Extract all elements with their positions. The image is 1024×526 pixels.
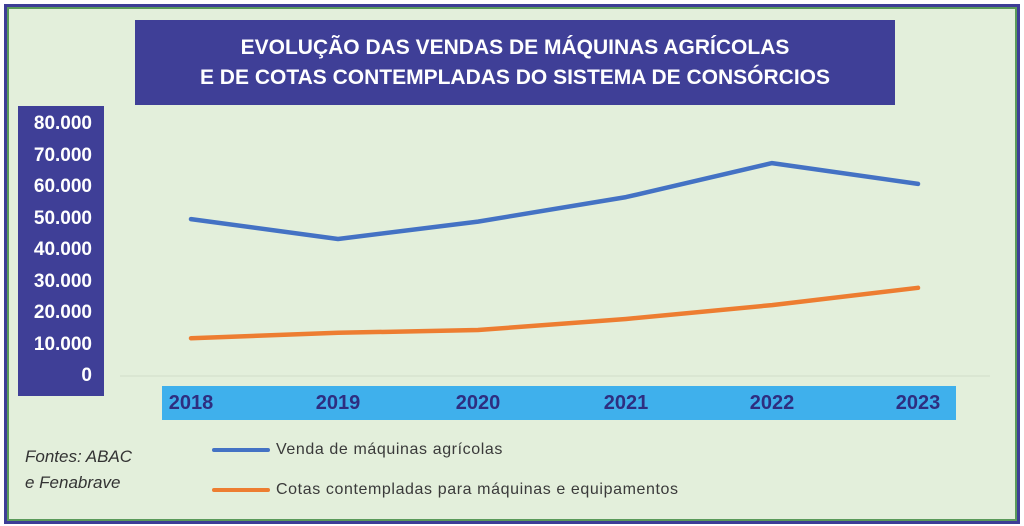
y-tick-label: 40.000 <box>33 239 92 260</box>
legend-item-quotas: Cotas contempladas para máquinas e equip… <box>212 481 679 499</box>
y-tick-label: 70.000 <box>33 144 92 166</box>
source-note: Fontes: ABAC e Fenabrave <box>25 444 132 496</box>
y-tick-label: 10.000 <box>33 333 92 355</box>
legend-label: Venda de máquinas agrícolas <box>276 441 504 458</box>
legend-swatch-blue <box>212 448 270 452</box>
y-tick-label: 50.000 <box>33 207 92 229</box>
chart-title: EVOLUÇÃO DAS VENDAS DE MÁQUINAS AGRÍCOLA… <box>135 20 895 105</box>
x-tick-label: 2020 <box>455 392 501 414</box>
source-line-2: e Fenabrave <box>25 473 121 492</box>
y-tick-label: 60.000 <box>33 176 92 197</box>
y-tick-label: 20.000 <box>33 302 92 323</box>
legend-label: Cotas contempladas para máquinas e equip… <box>276 481 679 498</box>
x-tick-label: 2018 <box>168 392 214 414</box>
title-line-1: EVOLUÇÃO DAS VENDAS DE MÁQUINAS AGRÍCOLA… <box>240 35 790 59</box>
title-line-2: E DE COTAS CONTEMPLADAS DO SISTEMA DE CO… <box>199 65 831 89</box>
x-tick-label: 2021 <box>603 392 649 414</box>
y-axis-panel: 0 10.000 20.000 30.000 40.000 50.000 60.000 70.… <box>18 106 104 396</box>
x-tick-label: 2019 <box>315 392 361 414</box>
y-tick-label: 0 <box>81 365 92 386</box>
x-tick-label: 2022 <box>749 392 795 414</box>
legend-swatch-orange <box>212 488 270 492</box>
y-tick-label: 80.000 <box>33 113 92 134</box>
x-axis-band <box>162 386 956 420</box>
x-tick-label: 2023 <box>895 392 941 414</box>
legend-item-machines: Venda de máquinas agrícolas <box>212 441 503 459</box>
series-line-1 <box>188 285 921 341</box>
y-tick-label: 30.000 <box>33 270 92 292</box>
source-line-1: Fontes: ABAC <box>25 447 133 466</box>
series-line-0 <box>188 160 921 242</box>
